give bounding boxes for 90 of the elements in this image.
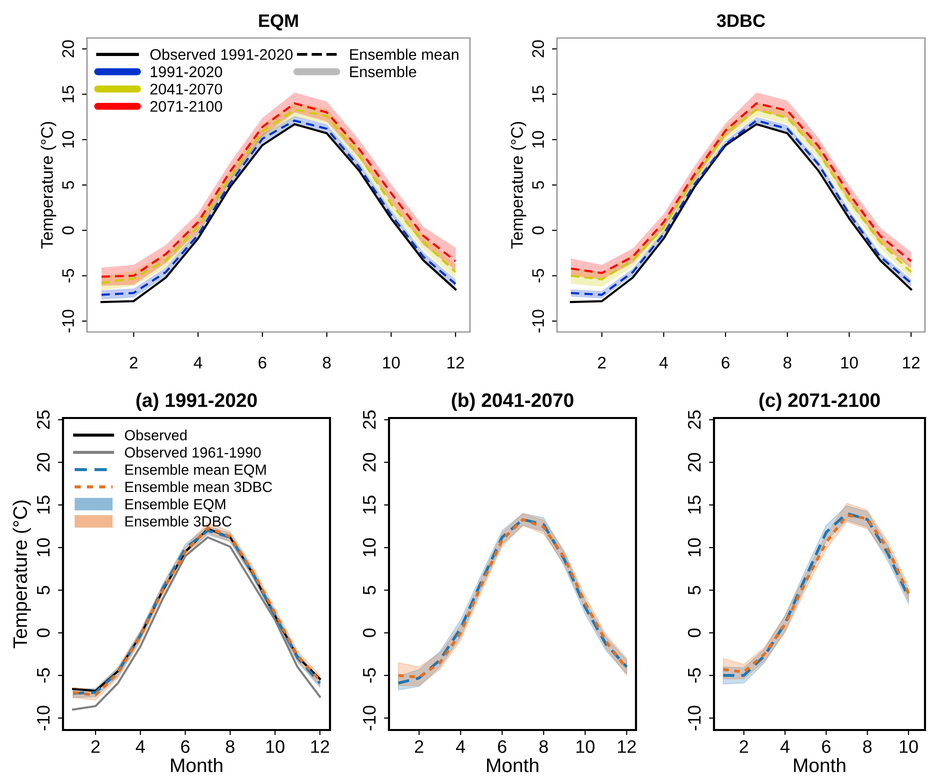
y-tick-label: 0	[36, 628, 50, 638]
y-axis-title: Temperature (°C)	[12, 500, 31, 648]
x-tick-label: 10	[383, 356, 400, 369]
legend-label: 2071-2100	[150, 100, 222, 112]
y-tick-label: 0	[362, 628, 376, 638]
y-tick-label: 10	[36, 538, 50, 556]
y-tick-label: 10	[362, 538, 376, 556]
annotation: Ensemble	[350, 66, 416, 78]
y-axis-title: Temperature (°C)	[40, 122, 56, 249]
chart-title: EQM	[259, 14, 298, 30]
x-tick-label: 2	[598, 356, 606, 368]
y-tick-label: 0	[688, 628, 701, 638]
y-tick-label: -5	[62, 269, 74, 282]
y-tick-label: 25	[36, 410, 50, 429]
x-tick-label: 4	[659, 356, 668, 368]
y-tick-label: 25	[362, 410, 376, 429]
annotation: Ensemble EQM	[125, 498, 226, 512]
x-tick-label: 6	[722, 356, 730, 369]
x-tick-label: 2	[91, 740, 100, 753]
y-tick-label: 20	[688, 452, 701, 472]
y-tick-label: 15	[532, 86, 544, 102]
legend-label: Observed 1991-2020	[150, 48, 293, 60]
y-tick-label: -5	[532, 269, 544, 282]
y-tick-label: 0	[532, 226, 544, 234]
legend-label: Ensemble mean 3DBC	[125, 481, 272, 492]
x-tick-label: 4	[780, 740, 790, 753]
chart-title: (b) 2041-2070	[452, 392, 574, 411]
x-tick-label: 2	[414, 740, 424, 753]
x-tick-label: 10	[266, 740, 284, 753]
legend-label: Observed	[124, 430, 187, 440]
y-tick-label: -10	[62, 310, 74, 332]
x-tick-label: 8	[863, 740, 872, 753]
y-tick-label: 20	[532, 40, 544, 58]
y-axis-title: Temperature (°C)	[510, 122, 526, 249]
y-tick-label: -10	[36, 706, 50, 730]
y-tick-label: 20	[362, 452, 376, 472]
x-axis-title: Month	[487, 758, 538, 772]
chart-title: (a) 1991-2020	[136, 392, 257, 411]
x-axis-title: Month	[794, 758, 846, 772]
y-tick-label: 5	[363, 586, 376, 594]
y-tick-label: -5	[688, 668, 701, 683]
y-tick-label: 10	[688, 538, 701, 556]
y-tick-label: 20	[36, 452, 50, 472]
x-tick-label: 12	[311, 740, 330, 753]
y-tick-label: -10	[362, 706, 376, 730]
y-tick-label: 5	[37, 586, 50, 594]
x-tick-label: 4	[194, 356, 202, 368]
chart-title: (c) 2071-2100	[759, 392, 880, 411]
y-tick-label: 5	[688, 586, 701, 594]
x-tick-label: 6	[822, 740, 830, 753]
y-tick-label: 15	[37, 496, 50, 514]
x-tick-label: 4	[136, 740, 145, 753]
x-tick-label: 2	[130, 356, 138, 368]
y-tick-label: 0	[62, 226, 74, 234]
x-tick-label: 8	[539, 740, 548, 753]
x-tick-label: 2	[740, 740, 748, 753]
x-tick-label: 4	[456, 740, 466, 753]
x-tick-label: 8	[322, 356, 331, 369]
x-tick-label: 8	[783, 356, 792, 369]
y-tick-label: 25	[688, 410, 701, 429]
y-tick-label: 5	[62, 181, 74, 189]
annotation: Ensemble 3DBC	[125, 516, 232, 527]
x-axis-title: Month	[171, 758, 222, 772]
annotation: Ensemble mean	[350, 48, 458, 60]
legend-label: 1991-2020	[150, 66, 222, 78]
x-tick-label: 12	[618, 740, 636, 753]
x-tick-label: 12	[448, 356, 464, 368]
x-tick-label: 6	[498, 740, 506, 753]
y-tick-label: 15	[62, 86, 74, 102]
legend-label: Ensemble mean EQM	[125, 464, 266, 478]
x-tick-label: 6	[258, 356, 266, 369]
x-tick-label: 6	[181, 740, 190, 753]
y-tick-label: 15	[688, 496, 701, 514]
x-tick-label: 10	[841, 356, 858, 369]
legend-label: Observed 1961-1990	[124, 446, 261, 458]
y-tick-label: 5	[532, 181, 544, 189]
y-tick-label: -5	[37, 668, 50, 683]
y-tick-label: 20	[62, 40, 74, 58]
x-tick-label: 10	[576, 740, 594, 753]
legend-label: 2041-2070	[150, 84, 222, 95]
x-tick-label: 10	[900, 740, 918, 753]
chart-title: 3DBC	[716, 14, 766, 28]
y-tick-label: 10	[532, 131, 544, 148]
y-tick-label: 15	[363, 496, 376, 514]
x-tick-label: 12	[903, 356, 920, 368]
x-tick-label: 8	[226, 740, 234, 753]
y-tick-label: -5	[363, 668, 376, 683]
y-tick-label: 10	[62, 131, 74, 148]
y-tick-label: -10	[532, 310, 544, 332]
y-tick-label: -10	[688, 706, 701, 730]
